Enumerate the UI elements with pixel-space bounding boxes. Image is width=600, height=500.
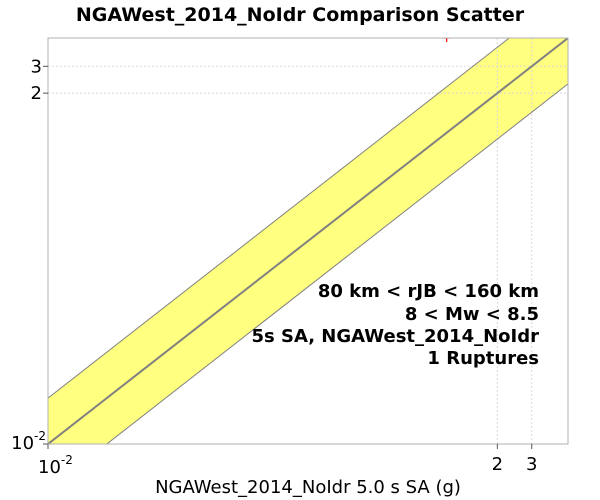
y-axis-ticks: 10-2 2 3 (11, 56, 48, 454)
annotation-line-ruptures: 1 Ruptures (427, 348, 539, 369)
one-to-one-line (48, 38, 568, 444)
annotation-line-distance: 80 km < rJB < 160 km (318, 281, 539, 302)
annotation-line-period: 5s SA, NGAWest_2014_NoIdr (251, 326, 539, 347)
annotation-line-magnitude: 8 < Mw < 8.5 (405, 304, 539, 325)
band-lower-edge (105, 83, 568, 444)
x-axis-label: NGAWest_2014_NoIdr 5.0 s SA (g) (155, 477, 461, 498)
grid-lines (48, 38, 568, 444)
x-tick-label: 2 (492, 454, 503, 475)
chart-title: NGAWest_2014_NoIdr Comparison Scatter (76, 4, 525, 26)
scatter-point (442, 38, 451, 42)
x-tick-label: 3 (526, 454, 537, 475)
annotation-box: 80 km < rJB < 160 km 8 < Mw < 8.5 5s SA,… (251, 281, 539, 369)
y-tick-label: 2 (31, 83, 42, 104)
y-tick-label: 3 (31, 56, 42, 77)
x-axis-ticks: 10-2 2 3 (38, 444, 537, 478)
band-upper-edge (48, 38, 511, 399)
plot-content (48, 38, 568, 444)
scatter-points (442, 38, 451, 42)
y-tick-label: 10-2 (11, 429, 46, 454)
plot-border (47, 37, 569, 445)
x-tick-label: 10-2 (38, 453, 73, 478)
